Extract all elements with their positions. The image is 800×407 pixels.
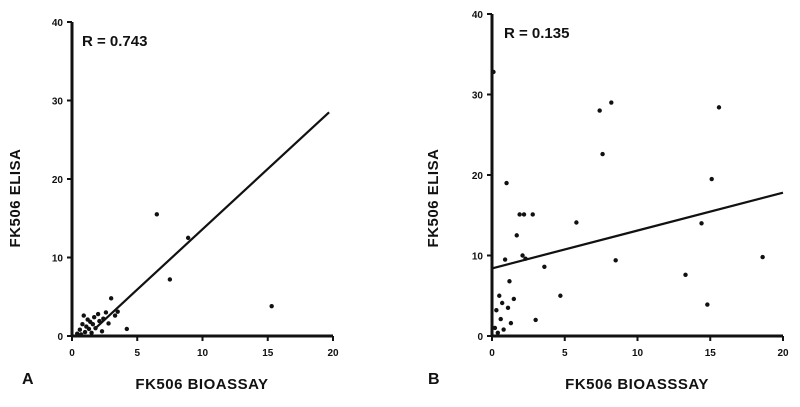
x-tick-label: 0 [69, 348, 75, 359]
data-point [112, 313, 118, 318]
x-tick-label: 5 [134, 348, 140, 359]
data-point [77, 327, 83, 332]
data-point [597, 108, 602, 113]
y-tick-label: 10 [472, 252, 484, 263]
data-point [514, 233, 519, 238]
data-point [683, 272, 688, 278]
x-tick-label: 20 [327, 348, 339, 359]
data-point [80, 322, 85, 327]
data-point [86, 326, 92, 332]
data-point [511, 296, 517, 302]
y-tick-label: 0 [57, 332, 63, 343]
correlation-label: R = 0.743 [82, 33, 147, 50]
x-tick-label: 15 [262, 348, 274, 359]
data-point [498, 316, 503, 322]
y-tick-label: 20 [52, 175, 64, 186]
data-point [99, 329, 105, 334]
data-point [167, 277, 173, 282]
x-tick-label: 0 [489, 348, 495, 359]
data-point [517, 212, 522, 217]
data-point [89, 330, 94, 336]
data-point [97, 318, 102, 324]
correlation-label: R = 0.135 [504, 25, 569, 42]
y-tick-label: 40 [472, 10, 484, 21]
data-point [497, 293, 502, 298]
data-point [699, 221, 704, 226]
data-point [533, 317, 538, 323]
x-tick-label: 20 [777, 348, 789, 359]
data-point [185, 235, 191, 241]
data-point [90, 322, 96, 327]
data-point [523, 256, 528, 261]
y-tick-label: 0 [477, 332, 483, 343]
x-tick-label: 5 [562, 348, 568, 359]
panel-b: 0 5 10 15 20 0 10 20 30 40 R = 0.135 FK506 BIOASSSA… [425, 10, 789, 393]
x-axis-title: FK506 BIOASSAY [135, 376, 268, 393]
y-tick-label: 40 [52, 18, 64, 29]
data-point [75, 331, 80, 336]
data-point [124, 326, 130, 332]
data-point [108, 296, 114, 301]
data-point [499, 300, 505, 306]
panel-a: 0 5 10 15 20 0 10 20 30 40 R = 0.743 FK506 BIOASSAY… [7, 18, 339, 393]
data-point [492, 325, 498, 331]
panel-letter: A [22, 371, 34, 388]
regression-line [491, 191, 784, 270]
x-tick-label: 15 [705, 348, 717, 359]
data-point [106, 321, 111, 326]
data-point [716, 105, 722, 110]
data-point [558, 293, 563, 298]
data-point [705, 302, 710, 307]
data-point [78, 332, 84, 337]
data-point [613, 258, 618, 263]
data-point [91, 314, 97, 320]
data-point [269, 303, 274, 309]
data-point [495, 330, 501, 335]
data-point [505, 305, 511, 311]
panel-letter: B [428, 371, 440, 388]
data-point [154, 212, 160, 217]
x-tick-label: 10 [197, 348, 209, 359]
data-point [530, 212, 535, 217]
data-point [760, 254, 765, 260]
data-point [600, 151, 605, 157]
data-point [521, 212, 527, 217]
y-tick-label: 30 [472, 91, 484, 102]
regression-line [94, 111, 330, 329]
data-point [709, 176, 714, 182]
y-tick-label: 10 [52, 254, 64, 265]
y-axis-title: FK506 ELISA [425, 149, 442, 248]
x-tick-label: 10 [632, 348, 644, 359]
data-point [502, 257, 508, 262]
data-point [101, 316, 106, 321]
data-point [542, 264, 547, 269]
data-point [103, 310, 109, 315]
y-axis-title: FK506 ELISA [7, 149, 24, 248]
data-point [82, 329, 88, 335]
data-point [520, 253, 525, 258]
data-point [494, 308, 499, 313]
x-axis-title: FK506 BIOASSSAY [565, 376, 709, 393]
data-point [504, 180, 509, 186]
data-point [507, 279, 512, 284]
data-point [95, 311, 101, 317]
data-point [508, 320, 514, 326]
data-point [115, 309, 120, 314]
y-tick-label: 30 [52, 97, 64, 108]
data-point [491, 69, 496, 75]
data-point [574, 220, 579, 225]
data-point [93, 325, 98, 331]
y-tick-label: 20 [472, 171, 484, 182]
data-point [501, 327, 506, 332]
data-point [609, 100, 614, 105]
data-point [81, 313, 86, 318]
